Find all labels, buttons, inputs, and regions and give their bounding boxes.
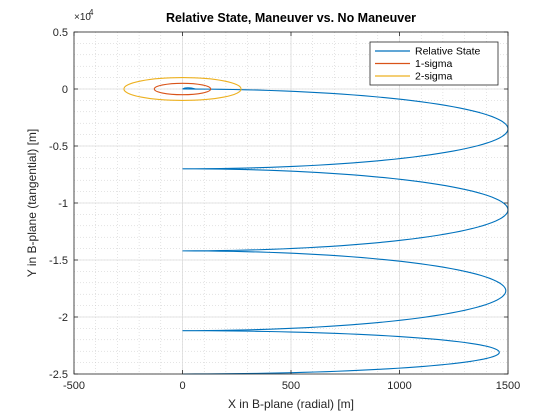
- y-tick-label: 0.5: [53, 27, 68, 39]
- y-tick-labels: -2.5 -2 -1.5 -1 -0.5 0 0.5: [49, 27, 68, 381]
- x-tick-label: 500: [282, 380, 300, 392]
- y-tick-label: 0: [62, 84, 68, 96]
- y-tick-label: -2: [58, 312, 68, 324]
- x-tick-labels: -500 0 500 1000 1500: [63, 380, 520, 392]
- y-exponent-base: ×10: [74, 12, 91, 23]
- y-tick-label: -0.5: [49, 141, 68, 153]
- y-tick-label: -2.5: [49, 369, 68, 381]
- sigma2-ellipse: [123, 77, 242, 101]
- data-layer: [123, 77, 509, 375]
- relative-state-start-segment: [182, 87, 196, 90]
- x-tick-label: 0: [179, 380, 185, 392]
- y-tick-label: -1.5: [49, 255, 68, 267]
- y-axis-label: Y in B-plane (tangential) [m]: [25, 129, 39, 278]
- x-tick-label: 1500: [496, 380, 520, 392]
- relative-state-line: [182, 88, 509, 375]
- tick-marks: [73, 31, 509, 375]
- x-tick-label: -500: [63, 380, 85, 392]
- legend-entry-relative-state: Relative State: [415, 46, 481, 58]
- legend-entry-2-sigma: 2-sigma: [415, 71, 453, 83]
- legend: Relative State 1-sigma 2-sigma: [369, 41, 499, 86]
- x-tick-label: 1000: [387, 380, 411, 392]
- y-tick-label: -1: [58, 198, 68, 210]
- sigma1-ellipse: [153, 82, 212, 96]
- x-axis-label: X in B-plane (radial) [m]: [228, 397, 354, 411]
- y-exponent-power: 4: [89, 8, 94, 17]
- legend-entry-1-sigma: 1-sigma: [415, 58, 453, 70]
- chart-title: Relative State, Maneuver vs. No Maneuver: [166, 11, 416, 25]
